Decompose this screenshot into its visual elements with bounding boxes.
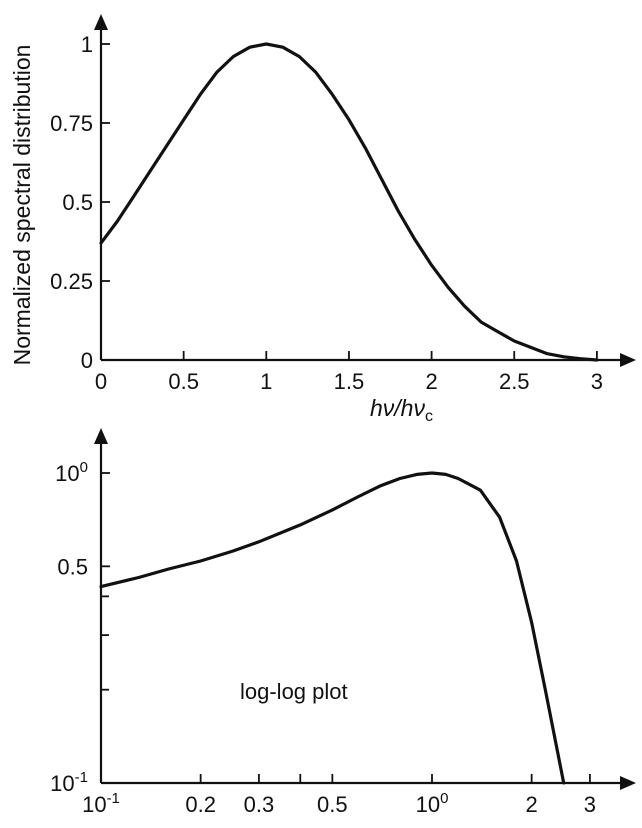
linear-y-tick-label: 0.25 — [50, 269, 93, 294]
linear-y-ticks: 0 0.25 0.5 0.75 1 — [50, 32, 110, 373]
linear-x-tick-label: 0 — [95, 369, 107, 394]
loglog-y-tick-label-exponent: -1 — [75, 769, 88, 786]
linear-x-tick-label: 2.5 — [499, 369, 530, 394]
loglog-annotation: log-log plot — [240, 679, 348, 704]
y-axis-title: Normalized spectral distribution — [9, 45, 35, 366]
loglog-x-tick-label-base: 3 — [584, 792, 596, 817]
loglog-y-tick-label-base: 10 — [55, 461, 79, 486]
linear-x-tick-label: 2 — [425, 369, 437, 394]
loglog-x-tick-label-base: 2 — [526, 792, 538, 817]
loglog-x-ticks: 10-1 0.2 0.3 0.5 100 2 3 — [82, 774, 596, 817]
x-axis-title: hν/hνc — [370, 395, 433, 425]
linear-y-tick-label: 0.5 — [62, 190, 93, 215]
loglog-x-tick-label: 10-1 — [82, 790, 120, 817]
linear-x-tick-label: 0.5 — [168, 369, 199, 394]
linear-y-tick-label: 0.75 — [50, 111, 93, 136]
linear-x-axis-arrow — [620, 353, 636, 367]
loglog-y-tick-label-base: 10 — [50, 771, 74, 796]
loglog-y-axis-arrow — [94, 428, 108, 444]
loglog-x-tick-label-exponent: 0 — [440, 790, 448, 807]
x-axis-title-main: hν/hν — [370, 395, 425, 421]
loglog-x-tick-label-base: 10 — [82, 792, 106, 817]
linear-x-ticks: 0 0.5 1 1.5 2 2.5 3 — [95, 351, 603, 394]
loglog-x-tick-label-base: 10 — [416, 792, 440, 817]
loglog-x-tick-label-exponent: -1 — [107, 790, 120, 807]
loglog-x-axis-arrow — [620, 776, 636, 790]
loglog-y-tick-label: 0.5 — [57, 554, 88, 579]
loglog-y-tick-label-exponent: 0 — [80, 459, 88, 476]
loglog-y-tick-label: 100 — [55, 459, 88, 486]
loglog-spectrum-curve — [99, 471, 566, 785]
loglog-x-tick-label-base: 0.5 — [317, 792, 348, 817]
linear-spectrum-curve — [99, 42, 599, 362]
loglog-x-tick-label-base: 0.2 — [185, 792, 216, 817]
loglog-x-tick-label: 100 — [416, 790, 449, 817]
linear-x-tick-label: 1.5 — [334, 369, 365, 394]
linear-y-axis-arrow — [94, 14, 108, 30]
loglog-y-tick-label-base: 0.5 — [57, 554, 88, 579]
linear-y-tick-label: 1 — [81, 32, 93, 57]
loglog-x-tick-label: 0.2 — [185, 792, 216, 817]
loglog-x-tick-label: 0.3 — [244, 792, 275, 817]
loglog-x-tick-label: 2 — [526, 792, 538, 817]
loglog-x-tick-label: 3 — [584, 792, 596, 817]
linear-x-tick-label: 3 — [591, 369, 603, 394]
linear-x-tick-label: 1 — [260, 369, 272, 394]
loglog-x-tick-label: 0.5 — [317, 792, 348, 817]
linear-chart: Normalized spectral distribution 0 0.25 0.… — [9, 14, 636, 425]
linear-y-tick-label: 0 — [81, 348, 93, 373]
loglog-y-tick-label: 10-1 — [50, 769, 88, 796]
loglog-x-tick-label-base: 0.3 — [244, 792, 275, 817]
x-axis-title-subscript: c — [425, 408, 433, 425]
